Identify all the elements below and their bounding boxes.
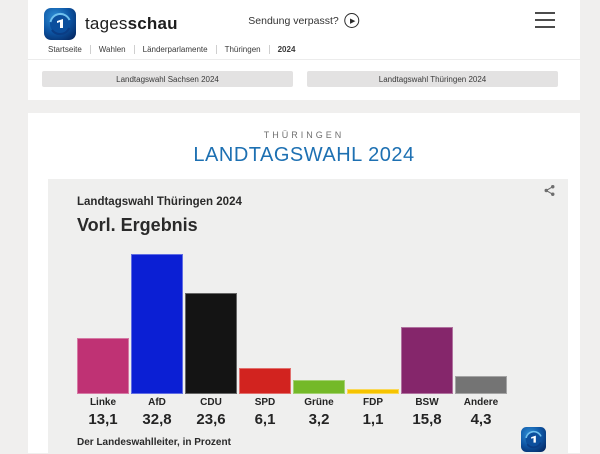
chart-source: Der Landeswahlleiter, in Prozent <box>77 437 231 449</box>
bar-value-spd: 6,1 <box>254 411 276 429</box>
breadcrumb-divider <box>89 45 91 54</box>
top-bar: tagesschau Sendung verpasst? ▶ <box>28 0 580 42</box>
sendung-verpasst-label: Sendung verpasst? <box>248 14 339 27</box>
breadcrumb-item-thueringen[interactable]: Thüringen <box>224 45 261 54</box>
breadcrumb-divider <box>133 45 135 54</box>
breadcrumb: Startseite Wahlen Länderparlamente Thüri… <box>28 42 580 60</box>
bar-cdu <box>185 293 237 395</box>
page-container: tagesschau Sendung verpasst? ▶ Startseit… <box>28 0 580 454</box>
bar-column-grüne: Grüne 3,2 <box>293 237 345 429</box>
page-title: LANDTAGSWAHL 2024 <box>193 144 415 166</box>
bar-label-andere: Andere <box>463 397 499 409</box>
brand-wordmark: tagesschau <box>85 13 178 33</box>
bar-chart: Linke 13,1 AfD 32,8 CDU 23,6 SPD 6,1 Grüne 3,2 FDP… <box>77 237 568 429</box>
sachsen-election-button[interactable]: Landtagswahl Sachsen 2024 <box>42 71 293 87</box>
bar-value-linke: 13,1 <box>88 411 118 429</box>
breadcrumb-item-laenderparlamente[interactable]: Länderparlamente <box>142 45 208 54</box>
bar-value-fdp: 1,1 <box>362 411 384 429</box>
main-content: THÜRINGEN LANDTAGSWAHL 2024 Landtagswahl… <box>28 113 580 454</box>
bar-label-linke: Linke <box>89 397 117 409</box>
bar-afd <box>131 254 183 395</box>
bar-fdp <box>347 389 399 395</box>
election-switcher: Landtagswahl Sachsen 2024 Landtagswahl T… <box>28 60 580 100</box>
breadcrumb-item-wahlen[interactable]: Wahlen <box>98 45 126 54</box>
bar-column-afd: AfD 32,8 <box>131 237 183 429</box>
bar-label-grüne: Grüne <box>304 397 334 409</box>
bar-value-bsw: 15,8 <box>412 411 442 429</box>
bar-label-cdu: CDU <box>200 397 222 409</box>
bar-value-andere: 4,3 <box>470 411 492 429</box>
chart-subtitle: Vorl. Ergebnis <box>77 215 198 236</box>
tagesschau-logo[interactable]: tagesschau <box>44 7 178 40</box>
bar-andere <box>455 376 507 395</box>
bar-bsw <box>401 327 453 395</box>
site-header: tagesschau Sendung verpasst? ▶ Startseit… <box>28 0 580 100</box>
breadcrumb-divider <box>268 45 270 54</box>
breadcrumb-divider <box>215 45 217 54</box>
play-icon: ▶ <box>344 13 360 28</box>
bar-column-linke: Linke 13,1 <box>77 237 129 429</box>
bar-value-cdu: 23,6 <box>196 411 226 429</box>
chart-title: Landtagswahl Thüringen 2024 <box>77 196 242 209</box>
bar-value-afd: 32,8 <box>142 411 172 429</box>
bar-linke <box>77 338 129 395</box>
bar-label-fdp: FDP <box>363 397 383 409</box>
thueringen-election-button[interactable]: Landtagswahl Thüringen 2024 <box>307 71 558 87</box>
breadcrumb-item-startseite[interactable]: Startseite <box>48 45 82 54</box>
bar-grüne <box>293 380 345 395</box>
tagesschau-globe-icon <box>44 7 76 40</box>
bar-column-spd: SPD 6,1 <box>239 237 291 429</box>
share-icon[interactable] <box>543 184 556 197</box>
bar-value-grüne: 3,2 <box>308 411 330 429</box>
hamburger-menu-button[interactable] <box>535 12 555 28</box>
sendung-verpasst-link[interactable]: Sendung verpasst? ▶ <box>248 13 360 28</box>
bar-label-afd: AfD <box>148 397 166 409</box>
breadcrumb-item-2024[interactable]: 2024 <box>277 45 296 54</box>
bar-label-bsw: BSW <box>415 397 439 409</box>
bar-column-andere: Andere 4,3 <box>455 237 507 429</box>
bar-spd <box>239 368 291 395</box>
bar-column-bsw: BSW 15,8 <box>401 237 453 429</box>
bar-column-fdp: FDP 1,1 <box>347 237 399 429</box>
region-kicker: THÜRINGEN <box>263 130 345 140</box>
bar-column-cdu: CDU 23,6 <box>185 237 237 429</box>
bar-label-spd: SPD <box>254 397 276 409</box>
results-chart-card: Landtagswahl Thüringen 2024 Vorl. Ergebn… <box>48 179 568 454</box>
tagesschau-logo-badge <box>521 427 546 453</box>
